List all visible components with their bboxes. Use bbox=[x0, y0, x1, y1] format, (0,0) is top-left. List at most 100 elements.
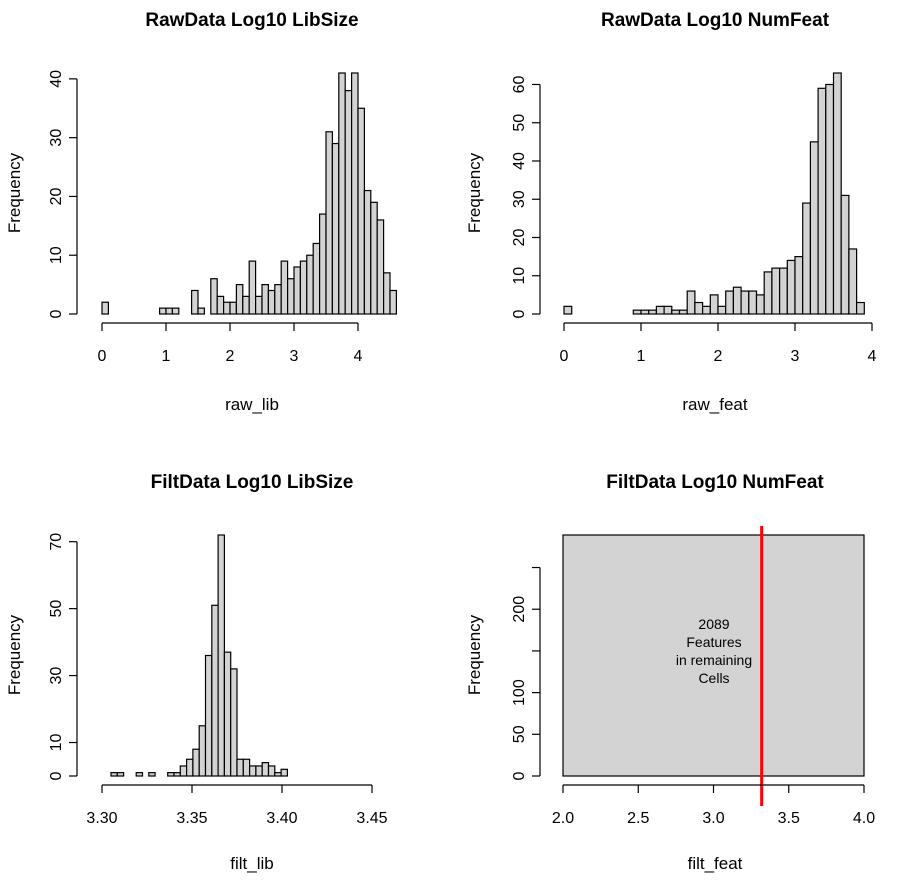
histogram-bar bbox=[204, 654, 213, 777]
histogram-bar bbox=[312, 242, 321, 315]
y-tick-label: 40 bbox=[48, 70, 65, 88]
histogram-bar bbox=[701, 305, 711, 315]
x-tick-label: 2 bbox=[226, 348, 235, 365]
histogram-bar bbox=[248, 260, 257, 315]
x-axis-label: raw_lib bbox=[225, 395, 279, 414]
histogram-bar bbox=[287, 278, 295, 315]
histogram-bar bbox=[159, 307, 167, 315]
y-tick-label: 0 bbox=[48, 771, 65, 780]
histogram-bar bbox=[216, 295, 225, 315]
x-axis-label: filt_lib bbox=[230, 854, 273, 873]
histogram-bar bbox=[186, 758, 194, 777]
x-tick-label: 0 bbox=[560, 348, 569, 365]
y-tick-label: 10 bbox=[48, 246, 65, 264]
panel-title: FiltData Log10 NumFeat bbox=[606, 472, 824, 493]
histogram-bar bbox=[748, 290, 758, 315]
x-tick-label: 3.5 bbox=[778, 810, 800, 827]
y-axis: 0 50 100 200 bbox=[511, 566, 541, 780]
x-axis-label: raw_feat bbox=[682, 395, 747, 414]
histogram-bar bbox=[825, 83, 835, 315]
histogram-bar bbox=[319, 213, 327, 315]
panel-raw-libsize: RawData Log10 LibSize raw_lib Frequency … bbox=[5, 10, 398, 414]
y-tick-label: 30 bbox=[48, 129, 65, 147]
histogram-bar bbox=[167, 772, 175, 777]
histogram-bar bbox=[192, 748, 200, 777]
y-axis-label: Frequency bbox=[5, 152, 24, 233]
histogram-bar bbox=[771, 267, 781, 315]
histogram-bar bbox=[101, 301, 110, 315]
histogram-bar bbox=[351, 72, 359, 315]
bars bbox=[101, 72, 398, 315]
y-axis-label: Frequency bbox=[465, 152, 484, 233]
histogram-bar bbox=[210, 278, 218, 315]
histogram-bar bbox=[389, 289, 398, 315]
histogram-bar bbox=[197, 307, 206, 315]
histogram-bar bbox=[344, 90, 353, 315]
histogram-bar bbox=[809, 141, 819, 315]
x-tick-label: 3.45 bbox=[356, 810, 387, 827]
histogram-bar bbox=[732, 286, 742, 315]
x-axis: 3.30 3.35 3.40 3.45 bbox=[86, 784, 388, 827]
histogram-bar bbox=[725, 290, 735, 315]
histogram-bar bbox=[563, 305, 573, 315]
histogram-bar bbox=[223, 301, 231, 315]
histogram-bar bbox=[686, 290, 696, 315]
y-axis-label: Frequency bbox=[5, 614, 24, 695]
y-axis: 0 10 20 30 40 50 60 bbox=[511, 75, 541, 318]
histogram-bar bbox=[562, 534, 865, 777]
histogram-bar bbox=[255, 765, 263, 777]
histogram-bar bbox=[171, 307, 180, 315]
histogram-bar bbox=[191, 289, 199, 315]
histogram-bar bbox=[357, 107, 366, 315]
bars bbox=[110, 534, 289, 777]
y-tick-label: 40 bbox=[511, 152, 528, 170]
annotation-line-4: Cells bbox=[698, 670, 729, 686]
histogram-bar bbox=[261, 284, 270, 315]
histogram-bar bbox=[840, 194, 850, 315]
annotation-line-1: 2089 bbox=[698, 616, 729, 632]
histogram-bar bbox=[242, 758, 251, 777]
x-axis-label: filt_feat bbox=[688, 854, 743, 873]
x-tick-label: 1 bbox=[637, 348, 646, 365]
histogram-bar bbox=[817, 87, 827, 315]
panel-title: RawData Log10 NumFeat bbox=[601, 10, 830, 31]
histogram-bar bbox=[299, 260, 308, 315]
histogram-bar bbox=[135, 772, 144, 777]
histogram-bar bbox=[198, 725, 207, 777]
histogram-bar bbox=[794, 256, 804, 315]
histogram-bar bbox=[230, 668, 238, 777]
panel-filt-numfeat: FiltData Log10 NumFeat filt_feat Frequen… bbox=[465, 472, 875, 873]
annotation-line-2: Features bbox=[686, 634, 741, 650]
x-tick-label: 3.0 bbox=[702, 810, 724, 827]
bars bbox=[563, 72, 865, 315]
histogram-bar bbox=[306, 254, 314, 315]
histogram-bar bbox=[116, 772, 125, 777]
histogram-bar bbox=[280, 260, 289, 315]
histogram-bar bbox=[786, 259, 796, 315]
histogram-bar bbox=[763, 271, 773, 315]
x-tick-label: 0 bbox=[98, 348, 107, 365]
histogram-bar bbox=[280, 768, 289, 777]
histogram-bar bbox=[376, 219, 385, 315]
histogram-bar bbox=[648, 309, 658, 315]
histogram-bar bbox=[663, 305, 673, 315]
x-axis: 2.0 2.5 3.0 3.5 4.0 bbox=[552, 784, 875, 827]
histogram-bar bbox=[640, 309, 650, 315]
histogram-bar bbox=[249, 765, 257, 777]
histogram-bar bbox=[855, 301, 865, 315]
y-tick-label: 100 bbox=[511, 679, 528, 706]
histogram-bar bbox=[235, 284, 244, 315]
histogram-bar bbox=[267, 289, 276, 315]
histogram-bar bbox=[363, 189, 372, 315]
x-tick-label: 1 bbox=[162, 348, 171, 365]
x-tick-label: 4 bbox=[354, 348, 363, 365]
histogram-bar bbox=[671, 309, 681, 315]
y-tick-label: 20 bbox=[511, 228, 528, 246]
histogram-bar bbox=[331, 142, 340, 315]
y-axis-label: Frequency bbox=[465, 614, 484, 695]
histogram-bar bbox=[261, 762, 270, 777]
x-tick-label: 3.30 bbox=[86, 810, 117, 827]
histogram-bar bbox=[655, 305, 665, 315]
histogram-bar bbox=[325, 131, 334, 315]
